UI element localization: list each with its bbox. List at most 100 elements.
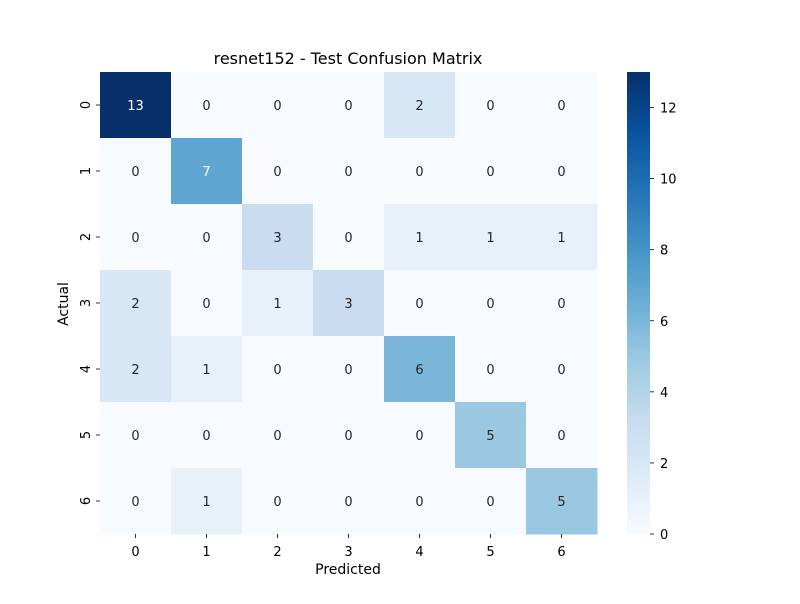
heatmap-cell [100, 402, 172, 469]
heatmap-cell [526, 138, 598, 205]
heatmap-cell [384, 72, 456, 139]
heatmap-cell [313, 270, 385, 337]
heatmap-cell [242, 204, 314, 271]
heatmap-cell [242, 402, 314, 469]
y-tick-label: 1 [79, 167, 94, 175]
heatmap-cell [242, 336, 314, 403]
colorbar-tick-label: 4 [660, 386, 668, 401]
cell-value-label: 0 [415, 165, 423, 180]
colorbar-ticks: 0 2 4 6 8 10 12 [650, 102, 677, 543]
cell-value-label: 0 [344, 429, 352, 444]
cell-value-label: 0 [486, 495, 494, 510]
y-tick-label: 5 [79, 431, 94, 439]
cell-value-label: 0 [344, 99, 352, 114]
colorbar-tick-label: 0 [660, 528, 668, 543]
heatmap-cell [242, 468, 314, 535]
cell-value-label: 7 [202, 165, 210, 180]
heatmap-cell [171, 270, 243, 337]
colorbar-tick-label: 2 [660, 457, 668, 472]
heatmap-cell [384, 336, 456, 403]
cell-value-label: 0 [131, 495, 139, 510]
cell-value-label: 0 [202, 231, 210, 246]
heatmap-cell [384, 138, 456, 205]
colorbar-tick-label: 10 [660, 173, 677, 188]
cell-value-label: 0 [486, 297, 494, 312]
cell-value-label: 0 [415, 429, 423, 444]
heatmap-cell [526, 336, 598, 403]
cell-value-label: 5 [486, 429, 494, 444]
cell-value-label: 0 [557, 99, 565, 114]
heatmap-cell [100, 72, 172, 139]
cell-value-label: 0 [273, 429, 281, 444]
cell-value-label: 0 [486, 363, 494, 378]
cell-value-label: 0 [344, 363, 352, 378]
x-tick-label: 1 [202, 545, 210, 560]
cell-value-label: 0 [344, 231, 352, 246]
cell-value-label: 0 [273, 495, 281, 510]
heatmap-cell [242, 270, 314, 337]
x-tick-label: 5 [486, 545, 494, 560]
heatmap-cell [242, 138, 314, 205]
heatmap-cell [100, 138, 172, 205]
heatmap-cell [526, 204, 598, 271]
heatmap-cell [242, 72, 314, 139]
heatmap-cell [384, 402, 456, 469]
heatmap-cell [171, 138, 243, 205]
heatmap-cell [455, 270, 527, 337]
cell-value-label: 0 [344, 495, 352, 510]
heatmap-cells: 13 0 0 0 2 0 00 7 0 0 0 0 00 0 3 0 1 1 12 0 1 3 0 0 02 1 0 0 6 0 00 0 0 0… [100, 72, 598, 535]
cell-value-label: 2 [131, 363, 139, 378]
cell-value-label: 1 [415, 231, 423, 246]
x-tick-label: 4 [415, 545, 423, 560]
cell-value-label: 2 [131, 297, 139, 312]
x-tick-label: 6 [557, 545, 565, 560]
heatmap-cell [384, 270, 456, 337]
heatmap-cell [100, 204, 172, 271]
heatmap-cell [455, 72, 527, 139]
cell-value-label: 0 [557, 363, 565, 378]
y-axis-label: Actual [56, 282, 72, 326]
heatmap-cell [455, 336, 527, 403]
heatmap-cell [313, 138, 385, 205]
y-axis-ticks: 0 1 2 3 4 5 6 [79, 101, 100, 505]
heatmap-cell [455, 204, 527, 271]
cell-value-label: 6 [415, 363, 423, 378]
cell-value-label: 1 [486, 231, 494, 246]
cell-value-label: 0 [131, 429, 139, 444]
colorbar [627, 72, 650, 534]
cell-value-label: 0 [273, 99, 281, 114]
heatmap-cell [313, 72, 385, 139]
cell-value-label: 0 [557, 297, 565, 312]
heatmap-cell [526, 72, 598, 139]
cell-value-label: 0 [202, 297, 210, 312]
heatmap-cell [526, 402, 598, 469]
heatmap-cell [171, 336, 243, 403]
x-axis-label: Predicted [315, 562, 381, 578]
cell-value-label: 0 [273, 165, 281, 180]
cell-value-label: 0 [557, 165, 565, 180]
cell-value-label: 5 [557, 495, 565, 510]
cell-value-label: 0 [486, 99, 494, 114]
heatmap-cell [455, 138, 527, 205]
cell-value-label: 1 [557, 231, 565, 246]
y-tick-label: 2 [79, 233, 94, 241]
cell-value-label: 1 [202, 363, 210, 378]
cell-value-label: 13 [127, 99, 144, 114]
x-tick-label: 2 [273, 545, 281, 560]
heatmap-cell [100, 270, 172, 337]
heatmap-cell [384, 468, 456, 535]
cell-value-label: 0 [273, 363, 281, 378]
cell-value-label: 0 [557, 429, 565, 444]
cell-value-label: 3 [273, 231, 281, 246]
heatmap-cell [526, 468, 598, 535]
colorbar-tick-label: 6 [660, 315, 668, 330]
y-tick-label: 4 [79, 365, 94, 373]
x-axis-ticks: 0 1 2 3 4 5 6 [131, 534, 566, 560]
colorbar-tick-label: 8 [660, 244, 668, 259]
cell-value-label: 0 [344, 165, 352, 180]
cell-value-label: 2 [415, 99, 423, 114]
heatmap-cell [171, 72, 243, 139]
cell-value-label: 0 [415, 297, 423, 312]
